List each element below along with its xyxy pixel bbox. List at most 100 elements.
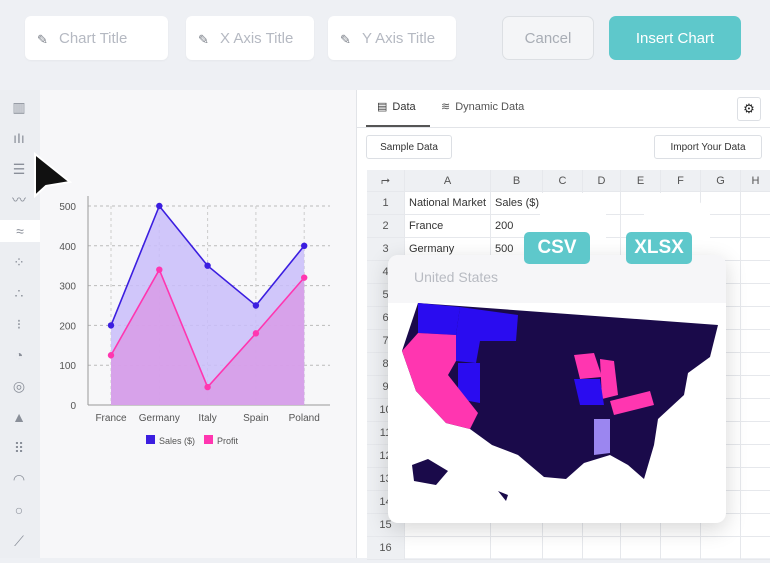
- spreadsheet-cell[interactable]: [701, 215, 741, 238]
- waffle-icon[interactable]: ⠿: [13, 440, 25, 456]
- spreadsheet-cell[interactable]: [741, 353, 770, 376]
- y-tick-label: 100: [59, 361, 76, 372]
- donut-chart-icon[interactable]: ◎: [12, 378, 26, 394]
- bar-chart-icon[interactable]: ☰: [12, 161, 26, 177]
- us-map: [402, 303, 718, 501]
- spreadsheet-cell[interactable]: [661, 514, 701, 537]
- spreadsheet-cell[interactable]: [741, 330, 770, 353]
- x-tick-label: Italy: [198, 413, 216, 424]
- spreadsheet-cell[interactable]: [701, 514, 741, 537]
- spreadsheet-cell[interactable]: National Market: [405, 192, 491, 215]
- data-point: [301, 242, 308, 249]
- active-tab-indicator: [366, 125, 430, 127]
- column-header[interactable]: G: [701, 170, 741, 192]
- map-title: United States: [414, 269, 499, 285]
- spreadsheet-cell[interactable]: France: [405, 215, 491, 238]
- csv-label: CSV: [524, 232, 590, 264]
- pencil-icon: ✎: [340, 32, 351, 47]
- circle-icon[interactable]: ○: [14, 502, 24, 518]
- us-map-card: United States: [388, 255, 726, 523]
- spreadsheet-cell[interactable]: [621, 514, 661, 537]
- dot-chart-icon[interactable]: ⁘: [13, 254, 25, 270]
- histogram-icon[interactable]: ıIı: [13, 130, 25, 146]
- column-header[interactable]: A: [405, 170, 491, 192]
- spreadsheet-cell[interactable]: [543, 537, 583, 560]
- spreadsheet-cell[interactable]: [741, 215, 770, 238]
- line-chart-icon[interactable]: 〰: [12, 192, 26, 208]
- column-header[interactable]: D: [583, 170, 621, 192]
- column-header[interactable]: F: [661, 170, 701, 192]
- x-tick-label: Germany: [139, 413, 180, 424]
- data-point: [156, 202, 163, 210]
- spreadsheet-cell[interactable]: [621, 537, 661, 560]
- settings-gear-icon[interactable]: ⚙: [737, 97, 761, 121]
- spreadsheet-cell[interactable]: [701, 537, 741, 560]
- area-chart: 0 100 200 300 400 500 France Germany Italy Spain P…: [59, 196, 330, 446]
- x-axis-title-field[interactable]: ✎ X Axis Title: [186, 16, 314, 60]
- import-data-button[interactable]: Import Your Data: [654, 135, 762, 159]
- y-tick-label: 200: [59, 321, 76, 332]
- spreadsheet-cell[interactable]: [491, 514, 543, 537]
- gauge-icon[interactable]: ◠: [12, 471, 26, 487]
- cancel-button[interactable]: Cancel: [502, 16, 594, 60]
- scatter-icon[interactable]: ∴: [14, 285, 24, 301]
- x-tick-label: Spain: [243, 413, 269, 424]
- spreadsheet-cell[interactable]: [701, 192, 741, 215]
- data-point: [107, 322, 115, 329]
- chart-title-field[interactable]: ✎ Chart Title: [25, 16, 168, 60]
- spreadsheet-cell[interactable]: [741, 445, 770, 468]
- legend-swatch: [146, 435, 155, 444]
- spreadsheet-cell[interactable]: [741, 422, 770, 445]
- spreadsheet-cell[interactable]: [741, 491, 770, 514]
- tab-data[interactable]: ▤ Data: [377, 100, 416, 114]
- pie-chart-icon[interactable]: ◔: [14, 347, 24, 363]
- spreadsheet-cell[interactable]: [741, 307, 770, 330]
- row-header[interactable]: 2: [367, 215, 405, 238]
- spreadsheet-cell[interactable]: [741, 468, 770, 491]
- data-point: [156, 266, 163, 273]
- y-tick-label: 500: [59, 202, 76, 213]
- trend-icon[interactable]: ⟋: [14, 533, 24, 549]
- data-point: [252, 330, 260, 337]
- y-tick-label: 400: [59, 242, 76, 253]
- spreadsheet-cell[interactable]: [741, 238, 770, 261]
- chart-type-sidebar: ▥ ıIı ☰ 〰 ≈ ⁘ ∴ ⁝ ◔ ◎ ▲ ⠿ ◠ ○ ⟋: [0, 90, 40, 558]
- pyramid-icon[interactable]: ▲: [12, 409, 26, 425]
- scatter-dense-icon[interactable]: ⁝: [16, 316, 22, 332]
- spreadsheet-cell[interactable]: [405, 514, 491, 537]
- column-header[interactable]: C: [543, 170, 583, 192]
- spreadsheet-cell[interactable]: Sales ($): [491, 192, 543, 215]
- insert-chart-button[interactable]: Insert Chart: [609, 16, 741, 60]
- column-header[interactable]: E: [621, 170, 661, 192]
- spreadsheet-cell[interactable]: [741, 261, 770, 284]
- spreadsheet-cell[interactable]: [583, 537, 621, 560]
- sample-data-button[interactable]: Sample Data: [366, 135, 452, 159]
- legend-swatch: [204, 435, 213, 444]
- spreadsheet-cell[interactable]: [405, 537, 491, 560]
- y-axis-title-field[interactable]: ✎ Y Axis Title: [328, 16, 456, 60]
- select-all-corner[interactable]: ⮣: [367, 170, 405, 192]
- spreadsheet-cell[interactable]: [741, 537, 770, 560]
- row-header[interactable]: 1: [367, 192, 405, 215]
- area-fill: [111, 269, 305, 405]
- spreadsheet-cell[interactable]: [741, 192, 770, 215]
- spreadsheet-cell[interactable]: [741, 399, 770, 422]
- spreadsheet-cell[interactable]: [741, 514, 770, 537]
- data-point: [301, 274, 308, 281]
- xlsx-label: XLSX: [626, 232, 692, 264]
- spreadsheet-cell[interactable]: [543, 514, 583, 537]
- spreadsheet-cell[interactable]: [491, 537, 543, 560]
- spreadsheet-cell[interactable]: [741, 284, 770, 307]
- spreadsheet-cell[interactable]: [583, 514, 621, 537]
- data-point: [204, 383, 211, 391]
- column-header[interactable]: H: [741, 170, 770, 192]
- spreadsheet-cell[interactable]: [741, 376, 770, 399]
- column-header[interactable]: B: [491, 170, 543, 192]
- row-header[interactable]: 16: [367, 537, 405, 560]
- x-tick-label: France: [95, 413, 127, 424]
- area-chart-icon[interactable]: ≈: [0, 220, 40, 242]
- data-point: [204, 262, 211, 269]
- column-chart-icon[interactable]: ▥: [12, 99, 26, 115]
- tab-dynamic-data[interactable]: ≋ Dynamic Data: [441, 100, 525, 114]
- spreadsheet-cell[interactable]: [661, 537, 701, 560]
